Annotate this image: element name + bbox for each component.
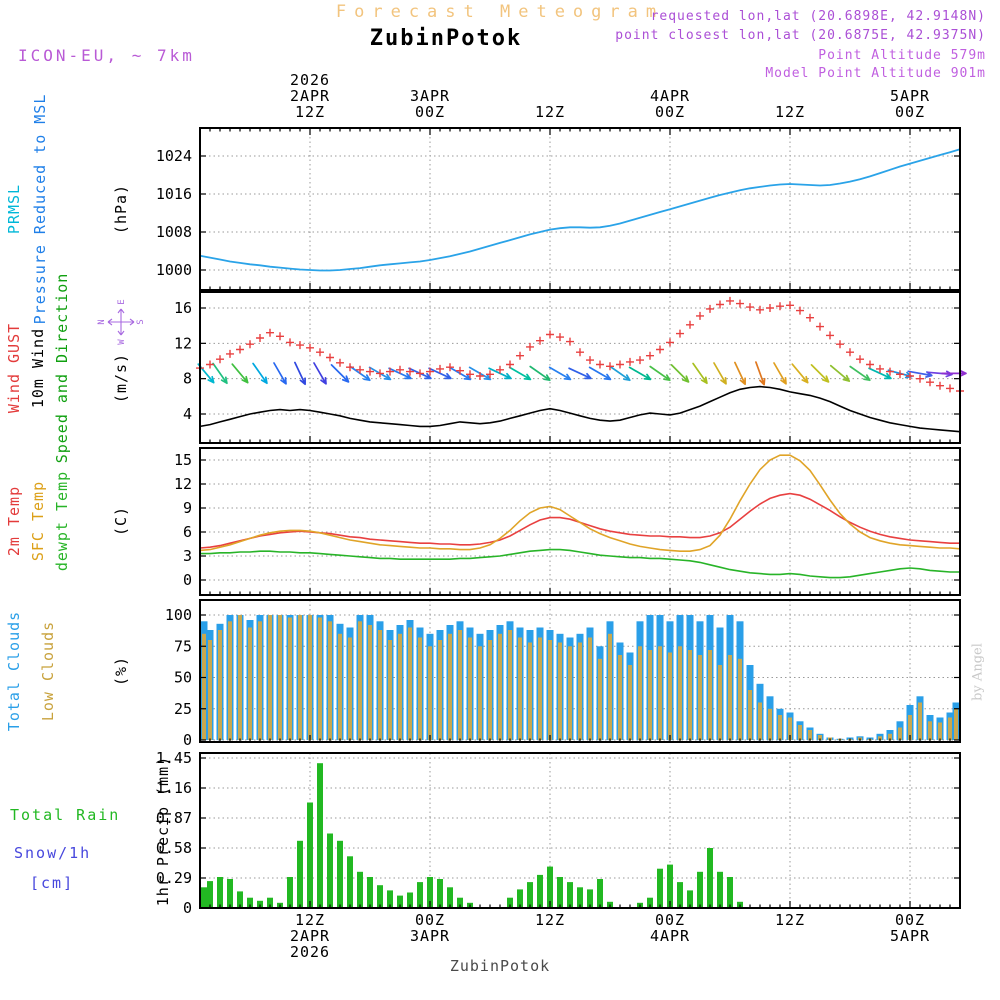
station-title: ZubinPotok <box>369 26 523 51</box>
axis-label-c: (C) <box>112 505 130 537</box>
clouds-frame: 0 25 50 75 100 <box>165 599 961 749</box>
wind-ytick: 4 <box>183 405 192 423</box>
axis-label-2m-temp: 2m Temp <box>5 485 23 557</box>
precip-ytick: 0.58 <box>156 839 192 857</box>
footer-station-label: ZubinPotok <box>449 957 551 975</box>
wind-direction-arrows <box>197 361 967 386</box>
wind-ytick: 16 <box>174 299 192 317</box>
axis-label-hpa: (hPa) <box>112 183 130 235</box>
temperature-gridlines <box>200 448 960 595</box>
svg-text:N: N <box>97 319 107 324</box>
svg-text:2APR: 2APR <box>290 87 330 105</box>
axis-label-speed-and-direction: Speed and Direction <box>53 272 71 464</box>
dewpt-temp-line <box>200 548 960 579</box>
svg-text:00Z: 00Z <box>655 103 685 121</box>
axis-label-sfc-temp: SFC Temp <box>29 480 47 562</box>
pressure-frame: 1000 1008 1016 1024 <box>156 127 961 291</box>
svg-text:E: E <box>117 299 127 304</box>
requested-lonlat-label: requested lon,lat (20.6898E, 42.9148N) <box>650 9 986 24</box>
low-clouds-bars <box>202 615 958 741</box>
precip-bars <box>201 763 743 908</box>
precip-ytick: 0.87 <box>156 809 192 827</box>
axis-label-10m-wind: 10m Wind <box>29 327 47 409</box>
clouds-ytick: 75 <box>174 637 192 655</box>
axis-label-total-rain: Total Rain <box>10 806 121 824</box>
axis-label-: (%) <box>112 655 130 687</box>
pressure-ytick: 1024 <box>156 147 192 165</box>
svg-text:12Z: 12Z <box>295 911 325 929</box>
pressure-gridlines <box>200 128 960 290</box>
wind-frame: 4 8 12 16 <box>174 291 961 444</box>
axis-label-total-clouds: Total Clouds <box>5 610 23 732</box>
temperature-ytick: 15 <box>174 451 192 469</box>
svg-text:12Z: 12Z <box>775 103 805 121</box>
clouds-ytick: 0 <box>183 731 192 749</box>
svg-text:12Z: 12Z <box>535 103 565 121</box>
svg-text:4APR: 4APR <box>650 87 690 105</box>
temperature-ytick: 3 <box>183 547 192 565</box>
svg-text:5APR: 5APR <box>890 87 930 105</box>
wind-ytick: 8 <box>183 370 192 388</box>
svg-text:3APR: 3APR <box>410 927 450 945</box>
svg-text:12Z: 12Z <box>535 911 565 929</box>
axis-label-m-s: (m/s) <box>112 352 130 404</box>
svg-text:00Z: 00Z <box>895 911 925 929</box>
clouds-ytick: 25 <box>174 700 192 718</box>
svg-text:5APR: 5APR <box>890 927 930 945</box>
axis-label-wind-gust: Wind GUST <box>5 322 23 414</box>
closest-lonlat-label: point closest lon,lat (20.6875E, 42.9375… <box>615 28 986 43</box>
axis-label-snow-1h: Snow/1h <box>14 844 92 862</box>
svg-text:00Z: 00Z <box>415 911 445 929</box>
svg-text:12Z: 12Z <box>775 911 805 929</box>
clouds-ytick: 100 <box>165 606 192 624</box>
precip-frame: 0 0.29 0.58 0.87 1.16 1.45 <box>156 749 961 917</box>
model-point-altitude-label: Model Point Altitude 901m <box>765 66 986 81</box>
temperature-frame: 0 3 6 9 12 15 <box>174 447 961 596</box>
precip-ytick: 0 <box>183 899 192 917</box>
svg-text:W: W <box>117 339 127 345</box>
svg-text:00Z: 00Z <box>415 103 445 121</box>
clouds-ytick: 50 <box>174 669 192 687</box>
wind-ytick: 12 <box>174 334 192 352</box>
svg-text:00Z: 00Z <box>895 103 925 121</box>
axis-label-pressure-reduced-to-msl: Pressure Reduced to MSL <box>31 93 49 325</box>
temperature-ytick: 6 <box>183 523 192 541</box>
precip-ytick: 1.45 <box>156 749 192 767</box>
pressure-ytick: 1016 <box>156 185 192 203</box>
pressure-ytick: 1008 <box>156 223 192 241</box>
axis-label-prmsl: PRMSL <box>5 183 23 235</box>
axis-label-low-clouds: Low Clouds <box>39 620 57 722</box>
axis-label-cm: [cm] <box>30 874 75 892</box>
svg-text:3APR: 3APR <box>410 87 450 105</box>
pressure-line <box>199 148 961 272</box>
precip-ytick: 0.29 <box>156 869 192 887</box>
axis-label-dewpt-temp: dewpt Temp <box>53 470 71 572</box>
figure-title: Forecast Meteogram <box>335 2 665 22</box>
svg-text:S: S <box>136 319 146 324</box>
compass-icon: N E S W <box>97 299 146 344</box>
pressure-ytick: 1000 <box>156 261 192 279</box>
sfc-temp-line <box>199 454 961 552</box>
point-altitude-label: Point Altitude 579m <box>818 48 986 63</box>
precip-gridlines <box>200 753 960 909</box>
svg-text:4APR: 4APR <box>650 927 690 945</box>
temperature-ytick: 9 <box>183 499 192 517</box>
wind-gridlines <box>200 292 960 443</box>
svg-text:12Z: 12Z <box>295 103 325 121</box>
axis-label-1hr-precip-mm: 1hr Precip (mm) <box>154 755 172 907</box>
temperature-ytick: 0 <box>183 571 192 589</box>
wind-speed-line <box>199 385 961 433</box>
svg-text:2026: 2026 <box>290 943 330 961</box>
model-label: ICON-EU, ~ 7km <box>18 46 195 65</box>
temperature-ytick: 12 <box>174 475 192 493</box>
svg-text:2026: 2026 <box>290 71 330 89</box>
svg-text:00Z: 00Z <box>655 911 685 929</box>
precip-ytick: 1.16 <box>156 779 192 797</box>
svg-text:2APR: 2APR <box>290 927 330 945</box>
